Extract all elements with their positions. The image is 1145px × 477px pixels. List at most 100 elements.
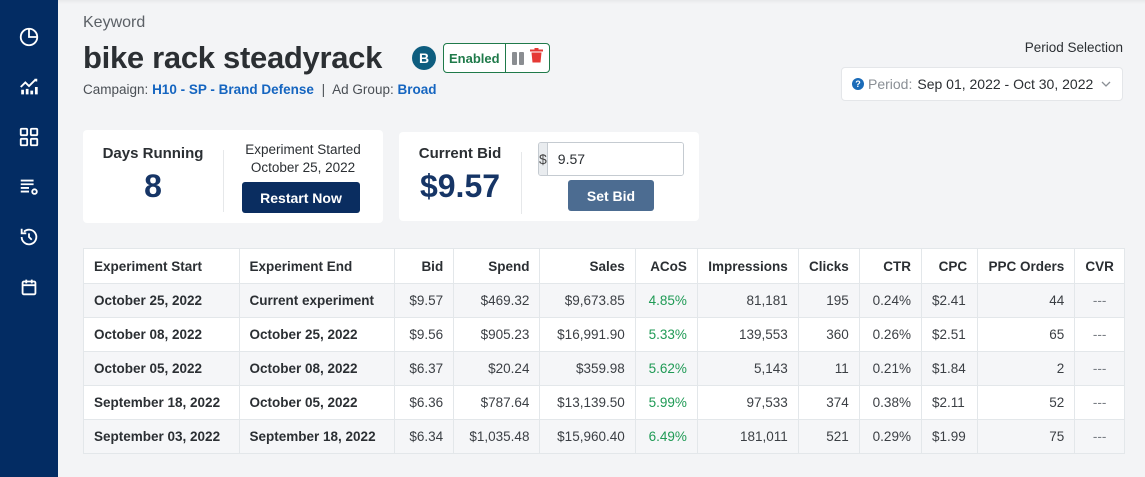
sidebar-item-apps[interactable]	[0, 112, 58, 162]
table-row: September 03, 2022 September 18, 2022 $6…	[83, 419, 1125, 454]
trash-icon[interactable]	[529, 48, 543, 68]
cell-cpc: $2.11	[920, 385, 979, 420]
cell-impressions: 5,143	[696, 351, 799, 386]
col-bid[interactable]: Bid	[393, 248, 455, 284]
cell-experiment-start: October 05, 2022	[83, 351, 240, 386]
cell-cpc: $1.99	[920, 419, 979, 454]
period-dropdown[interactable]: ? Period: Sep 01, 2022 - Oct 30, 2022	[841, 67, 1123, 101]
cell-experiment-start: September 03, 2022	[83, 419, 240, 454]
cell-sales: $9,673.85	[539, 283, 636, 318]
col-ctr[interactable]: CTR	[858, 248, 922, 284]
cell-ppc-orders: 44	[977, 283, 1076, 318]
cell-clicks: 195	[797, 283, 860, 318]
col-cvr[interactable]: CVR	[1074, 248, 1125, 284]
col-spend[interactable]: Spend	[453, 248, 541, 284]
bar-chart-icon	[20, 78, 38, 95]
cell-clicks: 360	[797, 317, 860, 352]
currency-prefix: $	[539, 143, 548, 175]
col-experiment-end[interactable]: Experiment End	[238, 248, 395, 284]
days-running-card: Days Running 8 Experiment Started Octobe…	[83, 130, 383, 223]
cell-ctr: 0.26%	[858, 317, 922, 352]
table-row: October 05, 2022 October 08, 2022 $6.37 …	[83, 351, 1125, 386]
cell-experiment-end: October 05, 2022	[238, 385, 395, 420]
sidebar-item-dashboard[interactable]	[0, 12, 58, 62]
cell-spend: $1,035.48	[453, 419, 541, 454]
days-running-value: 8	[144, 168, 162, 204]
divider	[521, 152, 522, 214]
top-shadow	[58, 0, 1145, 4]
cell-cpc: $1.84	[920, 351, 979, 386]
cell-sales: $359.98	[539, 351, 636, 386]
cell-clicks: 374	[797, 385, 860, 420]
adgroup-link[interactable]: Broad	[397, 82, 437, 97]
col-impressions[interactable]: Impressions	[696, 248, 799, 284]
col-sales[interactable]: Sales	[539, 248, 636, 284]
experiments-table: Experiment Start Experiment End Bid Spen…	[83, 248, 1125, 454]
entity-type-label: Keyword	[83, 14, 146, 31]
set-bid-button[interactable]: Set Bid	[568, 180, 654, 211]
days-running-label: Days Running	[102, 145, 204, 162]
cell-experiment-end: October 25, 2022	[238, 317, 395, 352]
cell-cvr: ---	[1074, 351, 1125, 386]
cell-ppc-orders: 65	[977, 317, 1076, 352]
cell-experiment-start: September 18, 2022	[83, 385, 240, 420]
col-acos[interactable]: ACoS	[634, 248, 698, 284]
cell-impressions: 181,011	[696, 419, 799, 454]
status-enabled-badge[interactable]: Enabled	[444, 44, 506, 72]
sidebar-item-history[interactable]	[0, 212, 58, 262]
cell-cvr: ---	[1074, 385, 1125, 420]
cell-cvr: ---	[1074, 419, 1125, 454]
current-bid-label: Current Bid	[418, 145, 502, 162]
campaign-info: Campaign: H10 - SP - Brand Defense | Ad …	[83, 82, 437, 97]
list-settings-icon	[20, 179, 38, 195]
cell-spend: $905.23	[453, 317, 541, 352]
cell-experiment-start: October 25, 2022	[83, 283, 240, 318]
cell-cpc: $2.41	[920, 283, 979, 318]
chevron-down-icon	[1101, 81, 1111, 87]
sidebar-item-rules[interactable]	[0, 162, 58, 212]
table-row: September 18, 2022 October 05, 2022 $6.3…	[83, 385, 1125, 420]
cell-experiment-end: Current experiment	[238, 283, 395, 318]
cell-ctr: 0.21%	[858, 351, 922, 386]
sidebar-item-calendar[interactable]	[0, 262, 58, 312]
bid-input[interactable]	[547, 143, 683, 175]
cell-clicks: 521	[797, 419, 860, 454]
cell-ppc-orders: 2	[977, 351, 1076, 386]
help-icon[interactable]: ?	[852, 78, 864, 90]
cell-experiment-end: October 08, 2022	[238, 351, 395, 386]
grid-icon	[19, 127, 39, 147]
divider	[223, 150, 224, 212]
restart-now-button[interactable]: Restart Now	[242, 182, 360, 213]
col-cpc[interactable]: CPC	[920, 248, 979, 284]
sidebar-item-analytics[interactable]	[0, 62, 58, 112]
cell-impressions: 139,553	[696, 317, 799, 352]
cell-cpc: $2.51	[920, 317, 979, 352]
cell-ctr: 0.29%	[858, 419, 922, 454]
cell-experiment-start: October 08, 2022	[83, 317, 240, 352]
main-content: Keyword bike rack steadyrack B Enabled C…	[58, 0, 1145, 477]
cell-bid: $6.36	[393, 385, 455, 420]
experiments-table-container: Experiment Start Experiment End Bid Spen…	[83, 248, 1125, 454]
cell-cvr: ---	[1074, 317, 1125, 352]
experiment-started: Experiment Started October 25, 2022	[223, 141, 383, 177]
status-controls: Enabled	[443, 43, 550, 73]
cell-acos: 4.85%	[634, 283, 698, 318]
cell-bid: $9.56	[393, 317, 455, 352]
cell-acos: 5.33%	[634, 317, 698, 352]
bid-input-group: $	[538, 142, 684, 176]
match-type-badge: B	[412, 46, 436, 70]
cell-acos: 5.99%	[634, 385, 698, 420]
separator: |	[321, 82, 326, 97]
col-experiment-start[interactable]: Experiment Start	[83, 248, 240, 284]
col-ppc-orders[interactable]: PPC Orders	[977, 248, 1076, 284]
col-clicks[interactable]: Clicks	[797, 248, 860, 284]
cell-ctr: 0.38%	[858, 385, 922, 420]
pause-icon[interactable]	[511, 51, 524, 65]
cell-acos: 5.62%	[634, 351, 698, 386]
campaign-link[interactable]: H10 - SP - Brand Defense	[152, 82, 314, 97]
table-row: October 25, 2022 Current experiment $9.5…	[83, 283, 1125, 318]
experiment-started-label: Experiment Started	[245, 142, 361, 157]
cell-ppc-orders: 75	[977, 419, 1076, 454]
keyword-title: bike rack steadyrack	[83, 40, 383, 75]
table-row: October 08, 2022 October 25, 2022 $9.56 …	[83, 317, 1125, 352]
